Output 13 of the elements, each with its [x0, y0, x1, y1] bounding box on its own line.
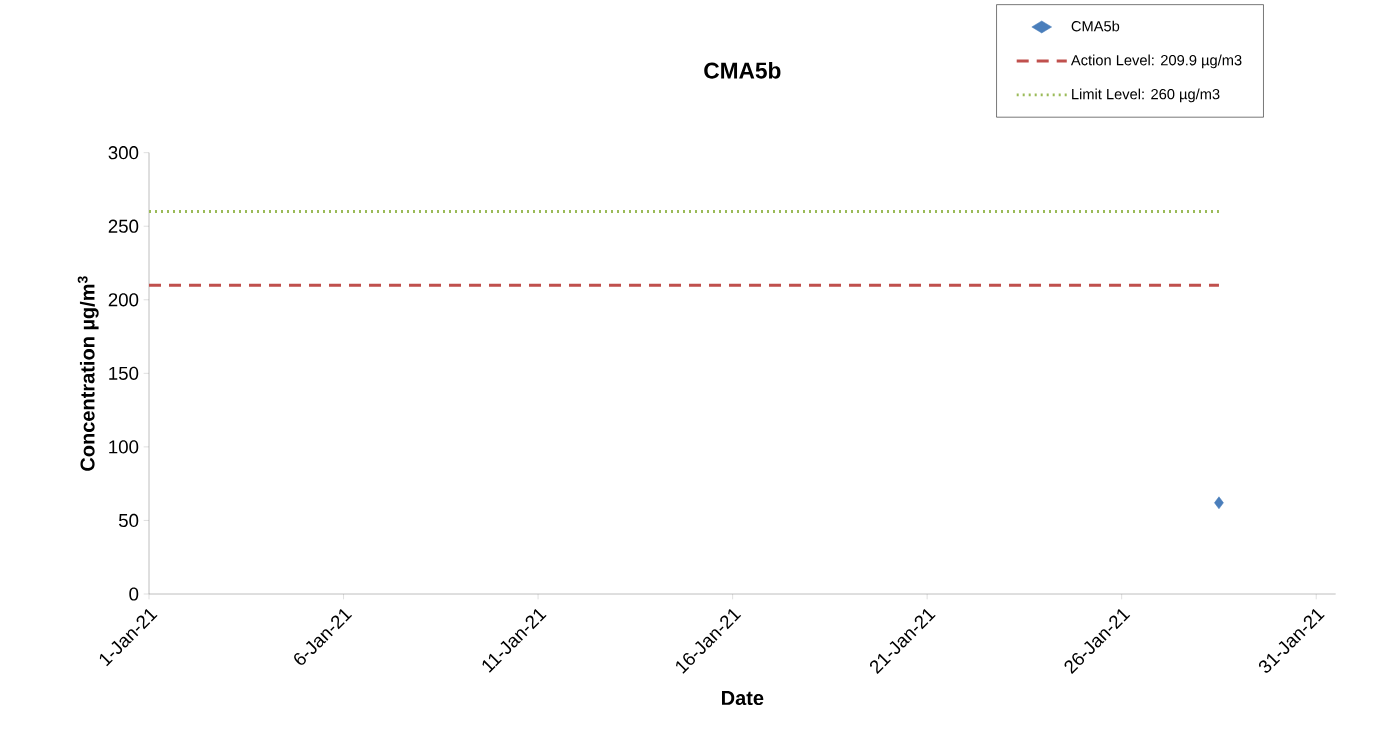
y-tick-label: 300: [108, 146, 139, 160]
y-tick-label: 0: [129, 587, 139, 601]
x-axis-title: Date: [722, 691, 764, 706]
legend-label: CMA5b: [1071, 20, 1120, 32]
legend-label: Limit Level: 260 µg/m3: [1072, 88, 1220, 103]
y-tick-label: 100: [109, 440, 139, 454]
y-axis-title: Concentration µg/m$^{3}$: [77, 276, 99, 471]
y-tick-label: 150: [109, 366, 139, 380]
chart-title: CMA5b: [704, 61, 781, 79]
y-tick-label: 200: [108, 293, 139, 307]
y-tick-label: 50: [118, 513, 139, 528]
legend-label: Action Level: 209.9 µg/m3: [1070, 54, 1242, 69]
y-tick-label: 250: [108, 219, 139, 233]
